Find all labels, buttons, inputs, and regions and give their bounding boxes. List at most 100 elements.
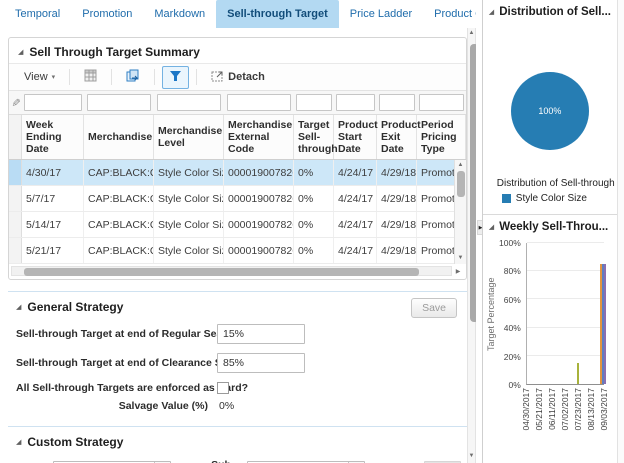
collapse-icon[interactable]: ◢ bbox=[488, 223, 495, 231]
row-header-cell[interactable] bbox=[9, 212, 22, 238]
column-header[interactable]: Period Pricing Type bbox=[417, 115, 466, 160]
table-cell[interactable]: 4/24/17 bbox=[334, 238, 377, 264]
table-cell[interactable]: 4/30/17 bbox=[22, 160, 84, 186]
tab-markdown[interactable]: Markdown bbox=[154, 8, 206, 20]
table-cell[interactable]: 4/29/18 bbox=[377, 238, 417, 264]
gridline bbox=[526, 242, 604, 243]
filter-toggle-button[interactable] bbox=[162, 65, 190, 89]
column-header[interactable]: Merchandise External Code bbox=[224, 115, 294, 160]
table-cell[interactable]: 4/24/17 bbox=[334, 212, 377, 238]
collapse-icon[interactable]: ◢ bbox=[18, 48, 24, 56]
hscroll-track[interactable] bbox=[11, 266, 452, 277]
filter-input[interactable] bbox=[156, 94, 222, 111]
table-cell[interactable]: Style Color Size bbox=[154, 160, 224, 186]
row-header-cell[interactable] bbox=[9, 238, 22, 264]
regular-season-input[interactable] bbox=[217, 324, 305, 345]
filter-input[interactable] bbox=[86, 94, 152, 111]
collapse-icon[interactable]: ◢ bbox=[16, 303, 22, 311]
view-menu-button[interactable]: View ▾ bbox=[17, 68, 62, 86]
detach-button[interactable]: Detach bbox=[204, 67, 272, 88]
column-header[interactable]: Merchandise Level bbox=[154, 115, 224, 160]
weekly-bar-chart[interactable]: Target Percentage 0% 20% 40% 60% 80% 100% 04/… bbox=[483, 237, 617, 441]
collapse-icon[interactable]: ◢ bbox=[488, 8, 495, 16]
scroll-up-arrow[interactable]: ▲ bbox=[457, 162, 464, 169]
table-vscroll-thumb[interactable] bbox=[456, 171, 465, 198]
distribution-pie-chart[interactable]: 100% bbox=[510, 72, 589, 150]
bar[interactable] bbox=[600, 264, 607, 384]
scroll-up-arrow[interactable]: ▲ bbox=[468, 30, 475, 36]
horizontal-scrollbar[interactable]: ▶ bbox=[11, 265, 464, 277]
hscroll-thumb[interactable] bbox=[24, 267, 419, 276]
filter-input[interactable] bbox=[378, 94, 416, 111]
table-cell[interactable]: 4/29/18 bbox=[377, 186, 417, 212]
filter-input[interactable] bbox=[418, 94, 465, 111]
column-header[interactable]: Merchandise bbox=[84, 115, 154, 160]
table-cell[interactable]: 0% bbox=[294, 238, 334, 264]
table-cell[interactable]: 5/14/17 bbox=[22, 212, 84, 238]
export-button[interactable] bbox=[119, 66, 147, 88]
table-cell[interactable]: 4/29/18 bbox=[377, 160, 417, 186]
table-cell[interactable]: 000019007826... bbox=[224, 160, 294, 186]
freeze-button[interactable] bbox=[77, 66, 104, 88]
hard-enforced-checkbox[interactable] bbox=[217, 382, 229, 395]
filter-input[interactable] bbox=[226, 94, 292, 111]
table-cell[interactable]: 0% bbox=[294, 160, 334, 186]
table-cell[interactable]: 0% bbox=[294, 186, 334, 212]
table-cell[interactable]: CAP:BLACK:ON... bbox=[84, 186, 154, 212]
table-cell[interactable]: 5/7/17 bbox=[22, 186, 84, 212]
clearance-season-input[interactable] bbox=[217, 353, 305, 374]
hard-enforced-label: All Sell-through Targets are enforced as… bbox=[16, 382, 249, 395]
table-cell[interactable]: CAP:BLACK:ON... bbox=[84, 212, 154, 238]
plot bbox=[525, 242, 607, 385]
right-panel-gutter[interactable] bbox=[617, 0, 624, 463]
filter-input[interactable] bbox=[335, 94, 376, 111]
table-cell[interactable]: 4/29/18 bbox=[377, 212, 417, 238]
hscroll-right-arrow[interactable]: ▶ bbox=[455, 268, 461, 275]
panel-title: Sell Through Target Summary bbox=[29, 45, 200, 59]
column-header[interactable]: Product Exit Date bbox=[377, 115, 421, 160]
tab-price-ladder[interactable]: Price Ladder bbox=[349, 8, 413, 20]
scroll-down-arrow[interactable]: ▼ bbox=[468, 453, 475, 459]
column-header[interactable]: Week Ending Date bbox=[22, 115, 84, 160]
tab-promotion[interactable]: Promotion bbox=[82, 8, 133, 20]
x-tick-label: 05/21/2017 bbox=[533, 388, 544, 431]
table-cell[interactable]: 4/24/17 bbox=[334, 160, 377, 186]
filter-icon bbox=[169, 70, 182, 85]
table-cell[interactable]: 4/24/17 bbox=[334, 186, 377, 212]
table-cell[interactable]: CAP:BLACK:ON... bbox=[84, 160, 154, 186]
tab-sell-through-target[interactable]: Sell-through Target bbox=[216, 0, 339, 28]
filter-input[interactable] bbox=[295, 94, 333, 111]
table-cell[interactable]: 0% bbox=[294, 212, 334, 238]
row-header-cell[interactable] bbox=[9, 186, 22, 212]
column-header[interactable]: Target Sell-through bbox=[294, 115, 338, 160]
main-scroll-thumb[interactable] bbox=[469, 44, 479, 322]
column-header[interactable]: Product Start Date bbox=[334, 115, 378, 160]
table-cell[interactable]: Style Color Size bbox=[154, 238, 224, 264]
gridline bbox=[526, 326, 604, 328]
toolbar-separator bbox=[196, 69, 198, 85]
table-cell[interactable]: 5/21/17 bbox=[22, 238, 84, 264]
freeze-icon bbox=[84, 69, 97, 85]
table-cell[interactable]: CAP:BLACK:ON... bbox=[84, 238, 154, 264]
collapse-icon[interactable]: ◢ bbox=[16, 438, 22, 446]
toolbar-separator bbox=[69, 69, 71, 85]
pie-center-label: 100% bbox=[538, 106, 562, 116]
scroll-down-arrow[interactable]: ▼ bbox=[457, 255, 464, 262]
distribution-header: ◢ Distribution of Sell... bbox=[483, 0, 617, 22]
main-scrollbar[interactable]: ▲ ▼ bbox=[467, 28, 479, 463]
table-cell[interactable]: 000019007826... bbox=[224, 238, 294, 264]
filter-input[interactable] bbox=[24, 94, 82, 111]
row-header-cell[interactable] bbox=[9, 160, 22, 186]
bar[interactable] bbox=[577, 362, 580, 384]
table-cell[interactable]: Style Color Size bbox=[154, 212, 224, 238]
table-cell[interactable]: 000019007826... bbox=[224, 186, 294, 212]
table-cell[interactable]: Style Color Size bbox=[154, 186, 224, 212]
tab-temporal[interactable]: Temporal bbox=[15, 8, 61, 20]
table-vscrollbar[interactable]: ▲ ▼ bbox=[454, 160, 466, 265]
table-cell[interactable]: 000019007826... bbox=[224, 212, 294, 238]
save-button[interactable]: Save bbox=[411, 298, 457, 319]
